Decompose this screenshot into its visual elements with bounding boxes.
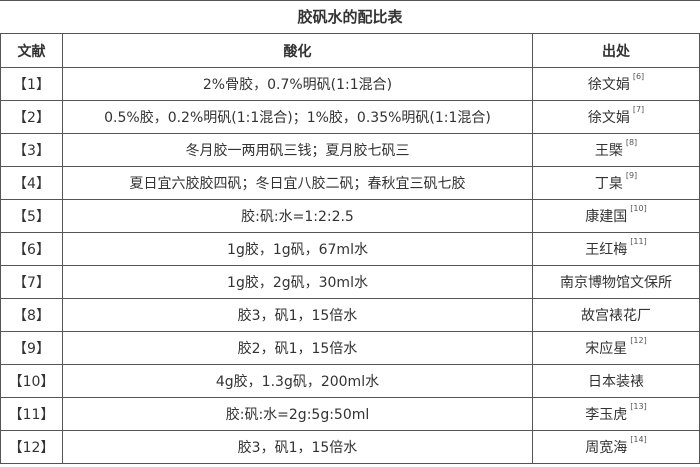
source-name: 李玉虎: [585, 407, 628, 423]
ratio-cell: 0.5%胶，0.2%明矾(1:1混合)；1%胶，0.35%明矾(1:1混合): [62, 100, 533, 134]
table-row: 【12】 胶3，矾1，15倍水 周宽海[14]: [0, 430, 700, 464]
table-row: 【4】 夏日宜六胶胶四矾；冬日宜八胶二矾；春秋宜三矾七胶 丁臬[9]: [0, 166, 700, 200]
ratio-cell: 夏日宜六胶胶四矾；冬日宜八胶二矾；春秋宜三矾七胶: [62, 166, 533, 200]
reference-cell: 【1】: [0, 67, 63, 101]
source-cell: 周宽海[14]: [532, 430, 700, 464]
reference-cell: 【6】: [0, 232, 63, 266]
table-row: 【11】 胶:矾:水=2g:5g:50ml 李玉虎[13]: [0, 397, 700, 431]
source-name: 周宽海: [585, 440, 628, 456]
ratio-cell: 冬月胶一两用矾三钱；夏月胶七矾三: [62, 133, 533, 167]
reference-cell: 【10】: [0, 364, 63, 398]
reference-cell: 【12】: [0, 430, 63, 464]
ratio-cell: 胶:矾:水=2g:5g:50ml: [62, 397, 533, 431]
source-name: 王红梅: [585, 242, 628, 258]
citation-marker: [10]: [630, 204, 647, 213]
citation-marker: [14]: [630, 435, 647, 444]
source-cell: 故宫裱花厂: [532, 298, 700, 332]
source-cell: 康建国[10]: [532, 199, 700, 233]
reference-cell: 【3】: [0, 133, 63, 167]
source-name: 宋应星: [585, 341, 628, 357]
reference-cell: 【8】: [0, 298, 63, 332]
source-cell: 徐文娟[6]: [532, 67, 700, 101]
table-row: 【1】 2%骨胶，0.7%明矾(1:1混合) 徐文娟[6]: [0, 67, 700, 101]
reference-cell: 【5】: [0, 199, 63, 233]
source-cell: 王红梅[11]: [532, 232, 700, 266]
source-name: 徐文娟: [587, 77, 630, 93]
reference-cell: 【11】: [0, 397, 63, 431]
table-row: 【7】 1g胶，2g矾，30ml水 南京博物馆文保所: [0, 265, 700, 299]
source-name: 日本装裱: [588, 374, 644, 390]
source-cell: 李玉虎[13]: [532, 397, 700, 431]
source-cell: 徐文娟[7]: [532, 100, 700, 134]
citation-marker: [9]: [625, 171, 638, 180]
source-cell: 日本装裱: [532, 364, 700, 398]
reference-cell: 【9】: [0, 331, 63, 365]
source-name: 康建国: [585, 209, 628, 225]
ratio-cell: 胶:矾:水=1:2:2.5: [62, 199, 533, 233]
citation-marker: [8]: [625, 138, 638, 147]
table-row: 【3】 冬月胶一两用矾三钱；夏月胶七矾三 王槩[8]: [0, 133, 700, 167]
ratio-cell: 胶2，矾1，15倍水: [62, 331, 533, 365]
table-row: 【5】 胶:矾:水=1:2:2.5 康建国[10]: [0, 199, 700, 233]
source-cell: 宋应星[12]: [532, 331, 700, 365]
source-name: 故宫裱花厂: [581, 308, 651, 324]
ratio-cell: 胶3，矾1，15倍水: [62, 298, 533, 332]
header-row: 文献 酸化 出处: [0, 33, 700, 68]
table-row: 【10】 4g胶，1.3g矾，200ml水 日本装裱: [0, 364, 700, 398]
header-ratio: 酸化: [62, 33, 533, 68]
header-source: 出处: [532, 33, 700, 68]
source-cell: 丁臬[9]: [532, 166, 700, 200]
citation-marker: [13]: [630, 402, 647, 411]
source-name: 王槩: [594, 143, 623, 159]
citation-marker: [11]: [630, 237, 647, 246]
ratio-cell: 1g胶，2g矾，30ml水: [62, 265, 533, 299]
ratio-cell: 胶3，矾1，15倍水: [62, 430, 533, 464]
table-row: 【8】 胶3，矾1，15倍水 故宫裱花厂: [0, 298, 700, 332]
ratio-cell: 1g胶，1g矾，67ml水: [62, 232, 533, 266]
citation-marker: [6]: [632, 72, 645, 81]
source-cell: 南京博物馆文保所: [532, 265, 700, 299]
citation-marker: [7]: [632, 105, 645, 114]
source-name: 南京博物馆文保所: [560, 275, 672, 291]
ratio-cell: 2%骨胶，0.7%明矾(1:1混合): [62, 67, 533, 101]
reference-cell: 【7】: [0, 265, 63, 299]
table-row: 【6】 1g胶，1g矾，67ml水 王红梅[11]: [0, 232, 700, 266]
citation-marker: [12]: [630, 336, 647, 345]
reference-cell: 【2】: [0, 100, 63, 134]
source-name: 丁臬: [594, 176, 623, 192]
header-reference: 文献: [0, 33, 63, 68]
source-name: 徐文娟: [587, 110, 630, 126]
ratio-table: 文献 酸化 出处 【1】 2%骨胶，0.7%明矾(1:1混合) 徐文娟[6] 【2】 0…: [0, 33, 700, 464]
table-title: 胶矾水的配比表: [0, 0, 700, 33]
table-row: 【9】 胶2，矾1，15倍水 宋应星[12]: [0, 331, 700, 365]
ratio-cell: 4g胶，1.3g矾，200ml水: [62, 364, 533, 398]
source-cell: 王槩[8]: [532, 133, 700, 167]
table-row: 【2】 0.5%胶，0.2%明矾(1:1混合)；1%胶，0.35%明矾(1:1混合…: [0, 100, 700, 134]
reference-cell: 【4】: [0, 166, 63, 200]
